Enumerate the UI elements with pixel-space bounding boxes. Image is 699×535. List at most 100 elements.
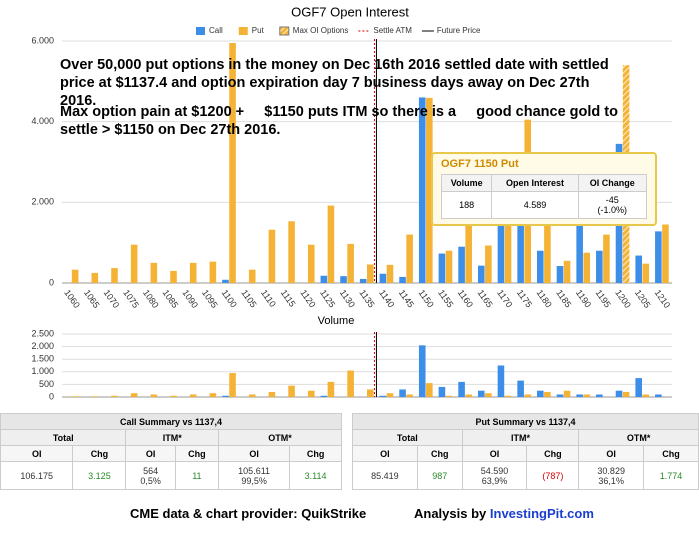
x-tick-label: 1210 bbox=[653, 288, 673, 310]
bar bbox=[327, 381, 335, 397]
cell: 3.114 bbox=[289, 461, 342, 490]
bar bbox=[347, 243, 354, 283]
footer-analysis-text: Analysis by bbox=[414, 506, 487, 521]
bar bbox=[517, 222, 524, 283]
x-tick-label: 1155 bbox=[436, 288, 455, 310]
bar bbox=[320, 395, 328, 397]
cell-text: (787) bbox=[542, 470, 564, 481]
bar bbox=[209, 393, 217, 397]
footer-site[interactable]: InvestingPit.com bbox=[489, 506, 594, 521]
x-tick-label: 1130 bbox=[338, 288, 357, 310]
group-header: Total bbox=[0, 429, 127, 446]
tooltip-value: 188 bbox=[440, 191, 493, 219]
bar bbox=[71, 269, 79, 283]
cell: 85.419 bbox=[352, 461, 418, 490]
bar bbox=[359, 278, 367, 283]
bar bbox=[642, 394, 650, 397]
bar bbox=[635, 378, 642, 397]
group-header: ITM* bbox=[461, 429, 580, 446]
put-summary: Put Summary vs 1137,4 Total ITM* OTM* OI Chg O… bbox=[352, 413, 699, 490]
row: Total ITM* OTM* bbox=[352, 429, 699, 446]
cell: 11 bbox=[174, 461, 220, 490]
bar bbox=[583, 394, 591, 397]
y-tick-label: 0 bbox=[49, 391, 54, 401]
cell: 564 0,5% bbox=[125, 461, 176, 490]
bar bbox=[635, 255, 642, 283]
row: 85.419 987 54.590 63,9% (787) 30.829 36,1% 1.77… bbox=[352, 461, 699, 490]
bar bbox=[288, 385, 295, 397]
bar bbox=[91, 396, 99, 397]
x-tick-label: 1085 bbox=[161, 288, 181, 310]
bar bbox=[537, 390, 544, 397]
legend-label: Max OI Options bbox=[293, 26, 349, 35]
x-tick-label: 1140 bbox=[377, 288, 396, 310]
bar bbox=[406, 394, 413, 397]
cell-text: 105.611 bbox=[238, 465, 271, 476]
bar bbox=[465, 394, 472, 397]
bar bbox=[386, 264, 394, 283]
cell-text: 36,1% bbox=[598, 475, 624, 486]
bar bbox=[615, 390, 623, 397]
legend-label: Put bbox=[252, 26, 265, 35]
bar bbox=[367, 264, 374, 283]
bar bbox=[268, 391, 276, 397]
tooltip-header: OI Change bbox=[577, 174, 648, 192]
x-tick-label: 1110 bbox=[259, 288, 278, 309]
cell-text: 564 bbox=[143, 465, 159, 476]
x-tick-label: 1145 bbox=[397, 288, 416, 310]
bar bbox=[504, 214, 512, 283]
sub-header: OI bbox=[218, 445, 291, 462]
bar bbox=[288, 221, 295, 283]
bar bbox=[438, 253, 446, 283]
bar bbox=[544, 391, 551, 397]
row: Call Summary vs 1137,4 bbox=[0, 413, 342, 430]
bar bbox=[229, 43, 236, 284]
cell-text: 987 bbox=[432, 470, 448, 481]
cell-text: 54.590 bbox=[480, 465, 509, 476]
chart-title: OGF7 Open Interest bbox=[291, 4, 409, 19]
bar bbox=[576, 394, 583, 397]
bar bbox=[340, 276, 347, 283]
x-tick-label: 1090 bbox=[180, 288, 200, 310]
group-header: Total bbox=[352, 429, 463, 446]
bar bbox=[544, 222, 551, 283]
cell-text: 99,5% bbox=[241, 475, 267, 486]
call-summary: Call Summary vs 1137,4 Total ITM* OTM* OI Chg… bbox=[0, 413, 342, 490]
cell: 106.175 bbox=[0, 461, 74, 490]
bar bbox=[130, 244, 138, 283]
bar bbox=[209, 261, 217, 283]
bar bbox=[222, 279, 229, 283]
bar bbox=[477, 265, 485, 283]
x-tick-label: 1080 bbox=[141, 288, 161, 310]
bar bbox=[189, 394, 197, 397]
y-tick-label: 2.000 bbox=[31, 197, 54, 207]
cell: 30.829 36,1% bbox=[578, 461, 645, 490]
x-tick-label: 1065 bbox=[82, 288, 102, 310]
row: 106.175 3.125 564 0,5% 11 105.611 99,5% 3.114 bbox=[0, 461, 342, 490]
bar bbox=[524, 394, 532, 397]
y-tick-label: 6.000 bbox=[31, 35, 54, 45]
y-tick-label: 2.000 bbox=[31, 341, 54, 351]
tooltip-value: (-1.0%) bbox=[597, 205, 628, 215]
y-tick-label: 1.000 bbox=[31, 366, 54, 376]
group-header: OTM* bbox=[218, 429, 342, 446]
cell: 105.611 99,5% bbox=[218, 461, 291, 490]
sub-header: Chg bbox=[174, 445, 220, 462]
bar bbox=[497, 365, 505, 397]
legend-swatch bbox=[196, 27, 205, 35]
cell: 1.774 bbox=[643, 461, 699, 490]
cell-text: 1.774 bbox=[659, 470, 683, 481]
cell: 987 bbox=[416, 461, 463, 490]
x-tick-label: 1070 bbox=[102, 288, 122, 310]
y-tick-label: 0 bbox=[49, 277, 54, 287]
volume-title: Volume bbox=[318, 315, 355, 327]
sub-header: Chg bbox=[72, 445, 127, 462]
bar bbox=[418, 97, 426, 283]
bar bbox=[229, 373, 236, 397]
x-tick-label: 1150 bbox=[416, 288, 435, 310]
bar bbox=[556, 394, 564, 397]
group-header: OTM* bbox=[578, 429, 699, 446]
cell-text: 3.114 bbox=[304, 470, 327, 481]
tooltip-value: -45 bbox=[605, 195, 619, 205]
bar bbox=[563, 260, 571, 283]
